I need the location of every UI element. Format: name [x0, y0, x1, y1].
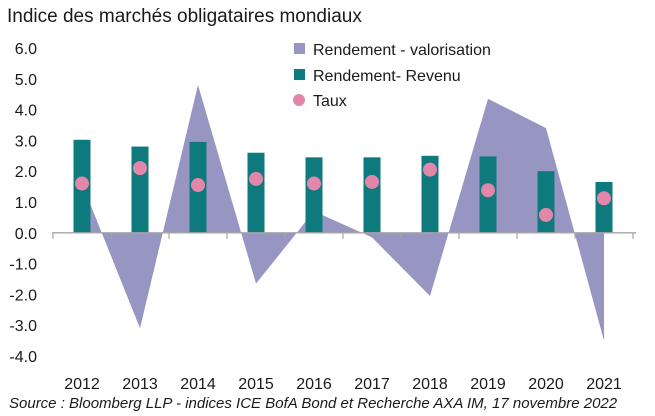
x-tick-label: 2018 [412, 376, 448, 393]
x-tick-label: 2013 [122, 376, 158, 393]
x-tick-label: 2020 [528, 376, 564, 393]
y-tick-label: -4.0 [9, 349, 37, 366]
legend-swatch-valorisation [294, 43, 305, 54]
legend-item-revenu: Rendement- Revenu [294, 68, 461, 85]
y-tick-label: 4.0 [15, 103, 37, 120]
x-tick-label: 2015 [238, 376, 274, 393]
taux-dot [481, 183, 495, 198]
y-axis-ticks: 6.0 5.0 4.0 3.0 2.0 1.0 0.0 -1.0 -2.0 -3.0 -4.0 [9, 41, 37, 366]
legend-item-valorisation: Rendement - valorisation [294, 42, 491, 59]
x-tick-label: 2017 [354, 376, 390, 393]
x-tick-label: 2021 [586, 376, 622, 393]
y-tick-label: 3.0 [15, 133, 37, 150]
y-tick-label: -1.0 [9, 257, 37, 274]
y-tick-label: -2.0 [9, 287, 37, 304]
taux-dot [133, 161, 147, 176]
x-tick-label: 2019 [470, 376, 506, 393]
source-note: Source : Bloomberg LLP - indices ICE Bof… [9, 395, 618, 412]
y-tick-label: 1.0 [15, 195, 37, 212]
taux-dots [75, 161, 611, 222]
valorisation-area [82, 84, 604, 341]
revenu-bar [305, 157, 323, 233]
y-tick-label: -3.0 [9, 318, 37, 335]
y-tick-label: 5.0 [15, 72, 37, 89]
revenu-bar [247, 152, 265, 233]
taux-dot [365, 174, 379, 189]
taux-dot [597, 191, 611, 206]
x-axis-ticks: 2012 2013 2014 2015 2016 2017 2018 2019 2020 2021 [52, 232, 634, 393]
legend-label-valorisation: Rendement - valorisation [313, 42, 491, 59]
x-tick-label: 2016 [296, 376, 332, 393]
chart-title: Indice des marchés obligataires mondiaux [7, 6, 362, 27]
legend-swatch-taux [293, 94, 305, 106]
x-tick-label: 2012 [64, 376, 100, 393]
taux-dot [307, 176, 321, 191]
x-tick-label: 2014 [180, 376, 216, 393]
revenu-bar [595, 181, 613, 233]
taux-dot [423, 162, 437, 177]
taux-dot [539, 207, 553, 222]
taux-dot [75, 176, 89, 191]
taux-dot [191, 178, 205, 193]
y-tick-label: 6.0 [15, 41, 37, 58]
legend-label-taux: Taux [313, 93, 347, 110]
legend: Rendement - valorisation Rendement- Reve… [293, 42, 491, 110]
y-tick-label: 2.0 [15, 164, 37, 181]
legend-item-taux: Taux [293, 93, 347, 110]
revenu-bar [131, 146, 149, 233]
y-tick-label: 0.0 [15, 226, 37, 243]
revenu-bar [537, 171, 555, 233]
revenu-bar [363, 157, 381, 233]
legend-label-revenu: Rendement- Revenu [313, 68, 461, 85]
legend-swatch-revenu [294, 69, 305, 80]
taux-dot [249, 171, 263, 186]
